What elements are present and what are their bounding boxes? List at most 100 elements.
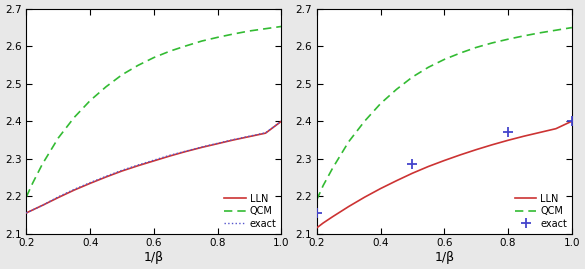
Legend: LLN, QCM, exact: LLN, QCM, exact [515, 194, 567, 229]
LLN [71, 189, 78, 192]
LLN [377, 187, 384, 190]
exact [150, 158, 157, 162]
QCM [521, 34, 528, 37]
X-axis label: 1/β: 1/β [434, 251, 455, 264]
QCM [29, 181, 36, 185]
LLN [262, 132, 269, 135]
LLN [345, 205, 352, 208]
LLN [39, 204, 46, 207]
LLN [246, 135, 253, 138]
QCM [319, 184, 326, 187]
exact [102, 175, 109, 178]
exact [409, 163, 416, 166]
Line: QCM: QCM [26, 26, 281, 197]
QCM [488, 41, 495, 45]
LLN [198, 146, 205, 149]
exact [246, 134, 253, 138]
exact [262, 131, 269, 134]
QCM [102, 85, 109, 88]
LLN [230, 138, 237, 141]
exact [135, 163, 142, 167]
exact [198, 146, 205, 149]
QCM [23, 195, 30, 199]
exact [23, 211, 30, 214]
LLN [536, 131, 543, 134]
LLN [55, 196, 62, 199]
LLN [87, 182, 94, 185]
QCM [246, 29, 253, 33]
LLN [214, 142, 221, 145]
QCM [409, 75, 416, 79]
X-axis label: 1/β: 1/β [144, 251, 164, 264]
QCM [262, 27, 269, 30]
QCM [119, 73, 126, 76]
exact [313, 211, 320, 214]
QCM [505, 38, 512, 41]
QCM [150, 56, 157, 59]
LLN [329, 215, 336, 218]
LLN [150, 159, 157, 162]
exact [119, 169, 126, 172]
QCM [183, 44, 190, 48]
LLN [457, 153, 464, 157]
exact [29, 208, 36, 211]
QCM [377, 102, 384, 105]
LLN [521, 134, 528, 138]
Line: LLN: LLN [316, 121, 572, 228]
QCM [345, 140, 352, 143]
Line: QCM: QCM [316, 28, 572, 200]
exact [505, 131, 512, 134]
LLN [135, 164, 142, 167]
QCM [552, 29, 559, 32]
Line: exact: exact [26, 121, 281, 213]
QCM [361, 119, 368, 123]
LLN [361, 196, 368, 199]
QCM [39, 163, 46, 166]
LLN [505, 139, 512, 142]
LLN [29, 208, 36, 211]
LLN [119, 169, 126, 173]
Line: LLN: LLN [26, 121, 281, 213]
Line: exact: exact [312, 116, 577, 218]
QCM [214, 36, 221, 39]
exact [230, 138, 237, 141]
LLN [393, 179, 400, 182]
exact [214, 142, 221, 145]
QCM [166, 49, 173, 53]
QCM [441, 58, 448, 61]
QCM [135, 64, 142, 67]
exact [87, 181, 94, 184]
QCM [313, 198, 320, 201]
exact [39, 204, 46, 207]
QCM [198, 40, 205, 43]
QCM [393, 88, 400, 91]
QCM [55, 136, 62, 140]
LLN [313, 226, 320, 229]
LLN [102, 175, 109, 179]
LLN [569, 119, 576, 123]
LLN [166, 154, 173, 158]
QCM [278, 25, 285, 28]
LLN [425, 165, 432, 168]
exact [278, 119, 285, 123]
QCM [329, 166, 336, 169]
LLN [441, 159, 448, 162]
Legend: LLN, QCM, exact: LLN, QCM, exact [225, 194, 277, 229]
QCM [71, 116, 78, 119]
LLN [183, 150, 190, 153]
QCM [230, 32, 237, 36]
QCM [473, 46, 480, 49]
QCM [425, 66, 432, 69]
LLN [552, 127, 559, 130]
QCM [536, 31, 543, 34]
exact [166, 154, 173, 157]
QCM [457, 51, 464, 55]
exact [569, 119, 576, 123]
exact [55, 195, 62, 199]
exact [71, 188, 78, 191]
QCM [87, 99, 94, 102]
LLN [278, 119, 285, 123]
QCM [569, 26, 576, 29]
exact [183, 150, 190, 153]
LLN [409, 172, 416, 175]
